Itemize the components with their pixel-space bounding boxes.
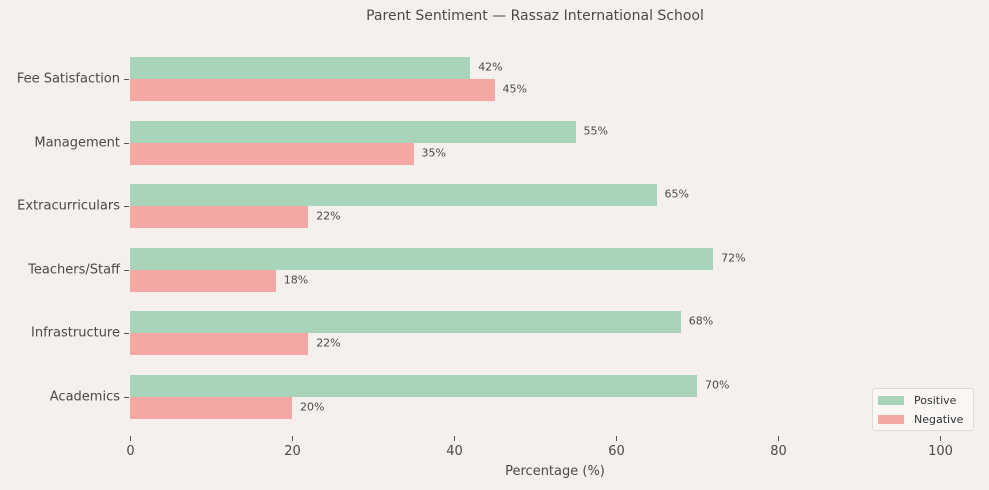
x-tick — [292, 436, 293, 441]
y-tick — [124, 270, 129, 271]
x-tick-label: 60 — [608, 444, 625, 459]
y-tick — [124, 397, 129, 398]
data-label: 35% — [421, 146, 446, 160]
x-tick-label: 80 — [770, 444, 787, 459]
data-label: 70% — [705, 378, 730, 392]
category-label: Extracurriculars — [17, 198, 120, 214]
data-label: 22% — [316, 209, 341, 223]
x-axis-label: Percentage (%) — [505, 464, 605, 479]
category-label: Teachers/Staff — [28, 262, 120, 278]
data-label: 55% — [583, 124, 608, 138]
positive-bar — [130, 121, 576, 143]
negative-bar — [130, 143, 414, 165]
negative-bar — [130, 79, 495, 101]
data-label: 68% — [688, 314, 714, 328]
x-tick-label: 20 — [284, 444, 301, 459]
data-label: 42% — [478, 60, 503, 74]
legend-item-negative: Negative — [878, 412, 963, 426]
y-tick — [124, 79, 129, 80]
negative-swatch-icon — [878, 414, 904, 424]
data-label: 20% — [300, 400, 325, 414]
negative-bar — [130, 333, 309, 355]
x-tick — [454, 436, 455, 441]
data-label: 72% — [721, 251, 746, 265]
y-tick — [124, 143, 129, 144]
positive-bar — [130, 248, 714, 270]
x-tick-label: 0 — [126, 444, 135, 459]
x-tick-label: 40 — [446, 444, 463, 459]
negative-bar — [130, 397, 292, 419]
positive-swatch-icon — [878, 395, 904, 405]
category-label: Infrastructure — [31, 325, 120, 341]
legend-label-negative: Negative — [914, 412, 964, 426]
negative-bar — [130, 270, 276, 292]
x-tick — [130, 436, 131, 441]
legend-item-positive: Positive — [878, 393, 956, 407]
legend-label-positive: Positive — [914, 393, 957, 407]
positive-bar — [130, 375, 697, 397]
positive-bar — [130, 184, 657, 206]
x-tick — [616, 436, 617, 441]
y-tick — [124, 333, 129, 334]
chart-legend: Positive Negative — [872, 388, 974, 431]
data-label: 65% — [664, 187, 689, 201]
category-label: Management — [34, 135, 120, 151]
x-tick — [778, 436, 779, 441]
negative-bar — [130, 206, 309, 228]
x-tick — [940, 436, 941, 441]
data-label: 45% — [502, 82, 527, 96]
y-tick — [124, 206, 129, 207]
data-label: 18% — [283, 273, 309, 287]
x-tick-label: 100 — [928, 444, 953, 459]
data-label: 22% — [316, 336, 341, 350]
chart-title: Parent Sentiment — Rassaz International … — [366, 8, 704, 24]
category-label: Fee Satisfaction — [16, 71, 120, 87]
positive-bar — [130, 57, 471, 79]
positive-bar — [130, 311, 681, 333]
category-label: Academics — [49, 389, 120, 405]
